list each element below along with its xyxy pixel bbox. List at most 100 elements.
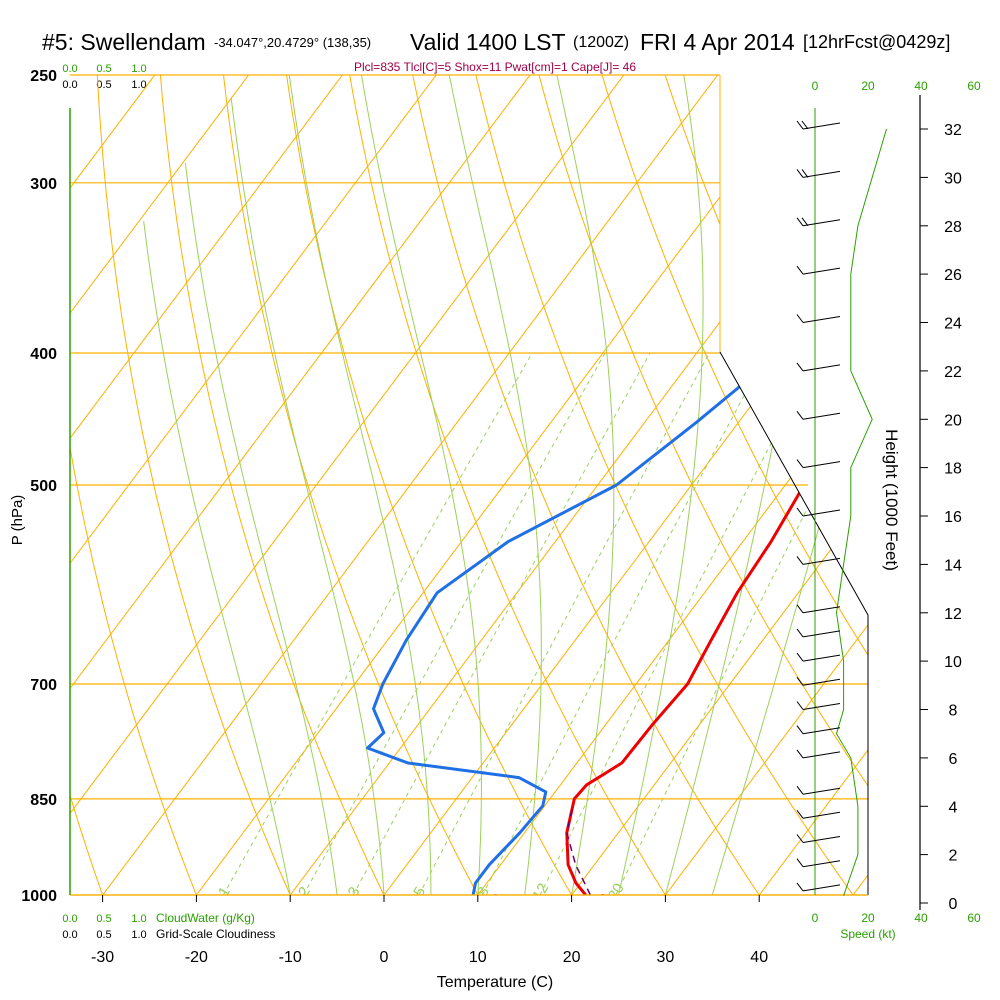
- wind-barb: [796, 834, 841, 843]
- indices-line: Plcl=835 Tlcl[C]=5 Shox=11 Pwat[cm]=1 Ca…: [354, 60, 636, 74]
- height-axis-title: Height (1000 Feet): [882, 429, 901, 571]
- dewpoint-line: [366, 97, 810, 895]
- mixing-ratio-label: 3: [345, 884, 364, 900]
- height-tick-label: 30: [944, 170, 962, 187]
- temperature-line: [565, 97, 868, 895]
- height-tick-label: 0: [949, 896, 958, 913]
- dry-adiabat-line: [95, 75, 304, 895]
- mixing-ratio-line: [482, 352, 768, 895]
- title-valid: Valid 1400 LST: [410, 29, 566, 55]
- title-date: FRI 4 Apr 2014: [640, 29, 795, 55]
- moist-adiabat-line: [610, 75, 704, 895]
- isotherm-line: [70, 75, 549, 895]
- wind-speed-line: [835, 128, 887, 896]
- isotherm-line: [70, 75, 268, 895]
- wind-barb: [796, 459, 841, 469]
- height-tick-label: 10: [944, 654, 962, 671]
- cl-bot-tick-1: 0.5: [96, 929, 111, 941]
- isotherm-line: [639, 75, 868, 895]
- wind-barb: [796, 749, 841, 759]
- x-tick-label: -30: [91, 949, 114, 966]
- height-tick-label: 4: [949, 799, 958, 816]
- dry-adiabat-line: [70, 75, 209, 895]
- mixing-ratio-label: 12: [529, 880, 552, 903]
- title-forecast: [12hrFcst@0429z]: [803, 32, 950, 52]
- isotherm-line: [70, 75, 361, 895]
- moist-adiabat-line: [446, 75, 542, 895]
- speed-tick-top: 20: [861, 79, 875, 93]
- height-tick-label: 26: [944, 267, 962, 284]
- wind-barb: [796, 507, 841, 517]
- dry-adiabat-line: [594, 75, 868, 895]
- wind-barb: [796, 362, 841, 372]
- cloudwater-scale-top: 0.0 0.5 1.0: [62, 63, 146, 75]
- x-tick-label: 20: [563, 949, 581, 966]
- title-station: #5: Swellendam: [42, 29, 206, 55]
- moist-adiabat-line: [230, 98, 387, 895]
- plot-frame: [69, 74, 869, 896]
- cl-top-tick-2: 1.0: [131, 79, 146, 91]
- dry-adiabat-line: [532, 75, 868, 895]
- x-tick-label: -10: [279, 949, 302, 966]
- wind-barb: [796, 169, 841, 178]
- pressure-tick-label: 250: [30, 68, 57, 85]
- isotherm-line: [70, 75, 643, 895]
- cw-bot-tick-2: 1.0: [131, 913, 146, 925]
- moist-adiabat-line: [702, 75, 868, 895]
- mixing-ratio-label: 2: [295, 884, 314, 900]
- cw-top-tick-2: 1.0: [131, 63, 146, 75]
- isotherm-line: [451, 75, 868, 895]
- dry-adiabat-line: [282, 75, 590, 895]
- height-tick-label: 22: [944, 364, 962, 381]
- mixing-ratio-label: 20: [605, 880, 628, 903]
- height-tick-label: 6: [949, 751, 958, 768]
- isotherm-line: [826, 75, 868, 895]
- speed-tick-bottom: 60: [967, 911, 981, 925]
- speed-tick-top: 0: [812, 79, 819, 93]
- pressure-tick-label: 400: [30, 346, 57, 363]
- cw-bot-tick-1: 0.5: [96, 913, 111, 925]
- x-tick-label: 0: [380, 949, 389, 966]
- height-tick-label: 12: [944, 606, 962, 623]
- isotherm-line: [76, 75, 737, 895]
- dry-adiabat-line: [407, 75, 780, 895]
- cl-bot-tick-0: 0.0: [62, 929, 77, 941]
- speed-tick-top: 60: [967, 79, 981, 93]
- dry-adiabat-line: [220, 75, 494, 895]
- moist-adiabat-line: [143, 220, 297, 895]
- mixing-ratio-line: [222, 352, 533, 895]
- moist-adiabat-line: [656, 75, 816, 895]
- wind-barb: [796, 265, 841, 275]
- height-tick-label: 8: [949, 703, 958, 720]
- pressure-tick-label: 300: [30, 176, 57, 193]
- dry-adiabat-line: [158, 75, 399, 895]
- mixing-ratio-label: 1: [215, 884, 234, 900]
- wind-barb: [796, 217, 841, 227]
- moist-adiabat-line: [359, 75, 482, 895]
- isotherm-line: [357, 75, 868, 895]
- wind-barb: [796, 604, 841, 614]
- dry-adiabat-label: 0: [721, 230, 742, 252]
- speed-tick-bottom: 0: [812, 911, 819, 925]
- wind-barb: [796, 725, 841, 735]
- mixing-ratio-label: 5: [410, 884, 429, 900]
- title-utc: (1200Z): [573, 34, 629, 51]
- height-tick-label: 2: [949, 848, 958, 865]
- height-tick-label: 16: [944, 509, 962, 526]
- cw-top-tick-1: 0.5: [96, 63, 111, 75]
- dry-adiabat-label: 10: [742, 359, 770, 387]
- parcel-line: [566, 805, 592, 895]
- isotherm-line: [733, 75, 868, 895]
- wind-barb: [796, 410, 841, 420]
- moist-adiabat-line: [184, 162, 342, 895]
- moist-adiabat-line: [553, 75, 615, 895]
- cloudiness-scale-bottom: 0.0 0.5 1.0 Grid-Scale Cloudiness: [62, 927, 275, 941]
- x-tick-label: 30: [657, 949, 675, 966]
- cl-top-tick-0: 0.0: [62, 79, 77, 91]
- speed-tick-bottom: 40: [914, 911, 928, 925]
- wind-barb: [796, 882, 841, 892]
- wind-barb: [796, 809, 841, 819]
- cloudiness-scale-top: 0.0 0.5 1.0: [62, 79, 146, 91]
- tropopause-boundary: [719, 351, 869, 895]
